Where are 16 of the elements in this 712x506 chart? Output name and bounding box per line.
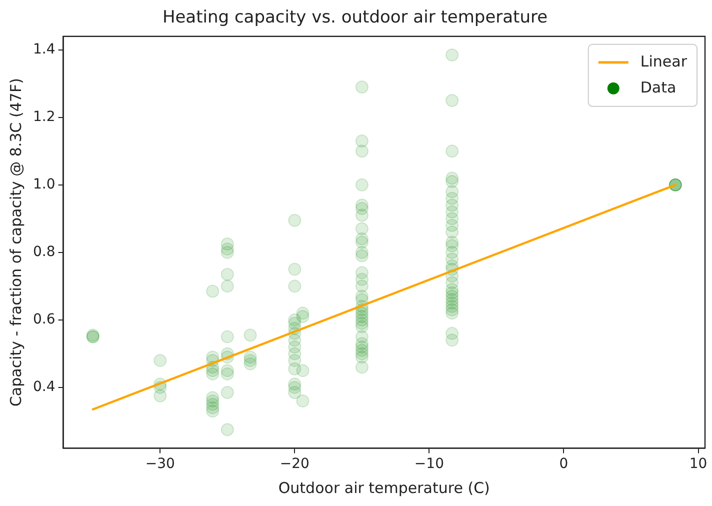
x-tick-label: −30 (145, 456, 175, 472)
y-tick-label: 1.0 (33, 176, 56, 193)
x-tick-label: 10 (689, 456, 708, 472)
legend-label: Linear (640, 52, 688, 70)
y-tick-label: 0.8 (33, 244, 56, 260)
y-axis-title: Capacity - fraction of capacity @ 8.3C (47F) (6, 78, 25, 407)
y-tick-label: 0.6 (33, 312, 56, 328)
chart-title: Heating capacity vs. outdoor air temperature (162, 8, 548, 28)
y-tick-label: 0.4 (33, 379, 56, 396)
x-tick-label: −20 (280, 456, 310, 472)
legend-label: Data (640, 78, 676, 96)
x-axis-title: Outdoor air temperature (C) (278, 478, 490, 497)
x-tick-label: 0 (559, 456, 568, 472)
y-tick-label: 1.2 (33, 109, 56, 126)
x-tick-label: −10 (414, 456, 444, 472)
y-tick-label: 1.4 (33, 42, 56, 58)
